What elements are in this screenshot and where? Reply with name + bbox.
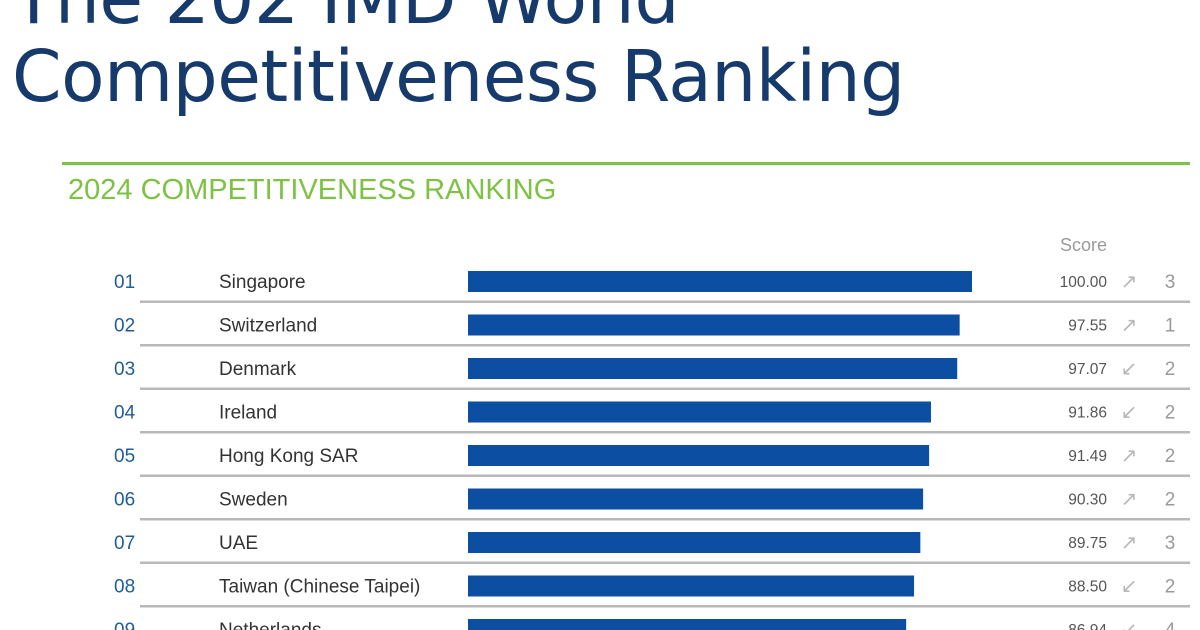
- rank-change-label: 2: [1165, 403, 1176, 424]
- score-bar: [468, 488, 924, 510]
- trend-up-icon: ↗: [1121, 269, 1138, 293]
- rank-label: 08: [114, 577, 135, 598]
- rank-change-label: 1: [1165, 316, 1176, 337]
- country-label: Taiwan (Chinese Taipei): [219, 577, 420, 598]
- rank-change-label: 2: [1165, 490, 1176, 511]
- trend-up-icon: ↗: [1121, 443, 1138, 467]
- trend-down-icon: ↙: [1121, 400, 1138, 424]
- trend-up-icon: ↗: [1121, 487, 1138, 511]
- headline-line-2: Competitiveness Ranking: [12, 35, 905, 118]
- trend-up-icon: ↗: [1121, 313, 1138, 337]
- score-bar: [468, 358, 958, 379]
- rank-label: 09: [114, 620, 135, 630]
- row-divider: [140, 300, 1190, 303]
- score-value-label: 90.30: [1068, 492, 1107, 509]
- score-value-label: 88.50: [1068, 579, 1107, 596]
- country-label: Singapore: [219, 272, 306, 293]
- score-value-label: 97.07: [1068, 361, 1107, 378]
- rank-label: 04: [114, 403, 136, 424]
- score-value-label: 89.75: [1068, 535, 1107, 552]
- country-label: Switzerland: [219, 316, 317, 337]
- score-bar: [468, 575, 915, 597]
- trend-down-icon: ↙: [1121, 574, 1138, 598]
- chart-title: 2024 COMPETITIVENESS RANKING: [68, 174, 557, 206]
- score-bar: [468, 271, 972, 292]
- row-divider: [140, 474, 1190, 477]
- rank-label: 01: [114, 272, 135, 293]
- country-label: Sweden: [219, 490, 288, 511]
- rank-change-label: 2: [1165, 359, 1176, 380]
- score-value-label: 91.86: [1068, 405, 1107, 422]
- section-divider: [62, 162, 1190, 165]
- country-label: Denmark: [219, 359, 297, 380]
- rank-label: 05: [114, 446, 135, 467]
- score-bar: [468, 532, 921, 553]
- rank-change-label: 3: [1165, 533, 1176, 554]
- row-divider: [140, 605, 1190, 608]
- trend-down-icon: ↙: [1121, 356, 1138, 380]
- row-divider: [140, 344, 1190, 347]
- headline-line-1: The 202 IMD World: [12, 0, 1192, 38]
- score-value-label: 91.49: [1068, 448, 1107, 465]
- score-bar: [468, 401, 931, 423]
- trend-up-icon: ↗: [1121, 530, 1138, 554]
- score-bar: [468, 619, 907, 630]
- score-value-label: 100.00: [1060, 274, 1108, 291]
- rank-label: 07: [114, 533, 135, 554]
- row-divider: [140, 431, 1190, 434]
- score-bar: [468, 314, 960, 336]
- page-headline: The 202 IMD World Competitiveness Rankin…: [12, 0, 1192, 116]
- score-bar: [468, 445, 930, 466]
- country-label: Netherlands: [219, 620, 321, 630]
- score-value-label: 86.94: [1068, 622, 1107, 630]
- rank-change-label: 3: [1165, 272, 1176, 293]
- country-label: Ireland: [219, 403, 277, 424]
- rank-change-label: 2: [1165, 446, 1176, 467]
- row-divider: [140, 561, 1190, 564]
- rank-label: 06: [114, 490, 135, 511]
- country-label: UAE: [219, 533, 258, 554]
- rank-label: 03: [114, 359, 135, 380]
- rank-label: 02: [114, 316, 135, 337]
- score-value-label: 97.55: [1068, 318, 1107, 335]
- score-column-header: Score: [1059, 235, 1107, 255]
- row-divider: [140, 387, 1190, 390]
- rank-change-label: 4: [1165, 620, 1176, 630]
- row-divider: [140, 518, 1190, 521]
- trend-down-icon: ↙: [1121, 617, 1138, 630]
- country-label: Hong Kong SAR: [219, 446, 358, 467]
- rank-change-label: 2: [1165, 577, 1176, 598]
